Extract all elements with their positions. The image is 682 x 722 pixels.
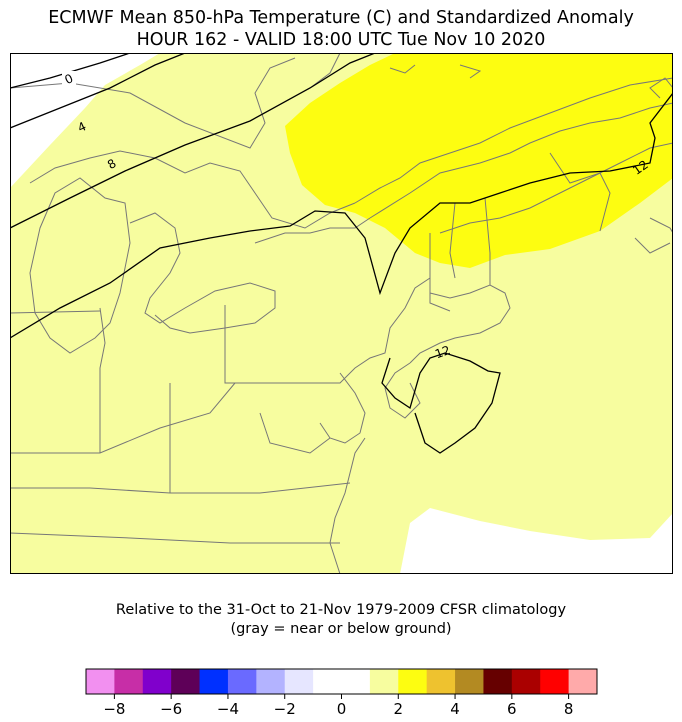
colorbar-cell xyxy=(540,669,570,694)
colorbar-tick-label: 4 xyxy=(450,700,460,718)
colorbar-cell xyxy=(227,669,257,694)
title-line-1: ECMWF Mean 850-hPa Temperature (C) and S… xyxy=(48,8,634,28)
title-line-2: HOUR 162 - VALID 18:00 UTC Tue Nov 10 20… xyxy=(136,30,546,50)
colorbar-tick-label: −2 xyxy=(274,700,296,718)
colorbar-tick-label: 6 xyxy=(507,700,517,718)
colorbar-cell xyxy=(256,669,286,694)
colorbar-tick-label: −6 xyxy=(160,700,182,718)
colorbar-cell xyxy=(568,669,598,694)
colorbar-cell xyxy=(142,669,172,694)
colorbar-cell xyxy=(199,669,229,694)
colorbar-cell xyxy=(313,669,342,694)
colorbar-ticks: −8 −6 −4 −2 0 2 4 6 8 xyxy=(103,694,573,718)
temperature-contours xyxy=(10,53,673,454)
contour-8C xyxy=(10,53,376,229)
colorbar-cells xyxy=(86,669,598,694)
contour-12C-south xyxy=(381,352,501,454)
anomaly-map: 0 4 8 12 12 xyxy=(10,53,673,574)
contour-0C xyxy=(10,53,131,89)
colorbar-cell xyxy=(86,669,115,694)
colorbar-cell xyxy=(114,669,144,694)
climatology-note: Relative to the 31-Oct to 21-Nov 1979-20… xyxy=(115,602,567,618)
anomaly-fill-strong xyxy=(285,53,673,268)
coastlines xyxy=(10,53,673,574)
colorbar-tick-label: 2 xyxy=(394,700,404,718)
colorbar-cell xyxy=(341,669,371,694)
contour-12C-north xyxy=(10,92,673,339)
colorbar-cell xyxy=(455,669,484,694)
colorbar-cell xyxy=(369,669,399,694)
colorbar-cell xyxy=(511,669,541,694)
colorbar-cell xyxy=(398,669,428,694)
colorbar: −8 −6 −4 −2 0 2 4 6 8 xyxy=(85,668,598,718)
colorbar-cell xyxy=(171,669,201,694)
colorbar-cell xyxy=(284,669,314,694)
contour-4C xyxy=(10,53,186,129)
ground-note: (gray = near or below ground) xyxy=(230,621,452,637)
colorbar-tick-label: 0 xyxy=(337,700,347,718)
colorbar-cell xyxy=(426,669,456,694)
colorbar-tick-label: −8 xyxy=(103,700,125,718)
contour-label-12-south: 12 xyxy=(433,343,452,361)
colorbar-tick-label: −4 xyxy=(217,700,239,718)
colorbar-cell xyxy=(483,669,513,694)
colorbar-tick-label: 8 xyxy=(564,700,574,718)
